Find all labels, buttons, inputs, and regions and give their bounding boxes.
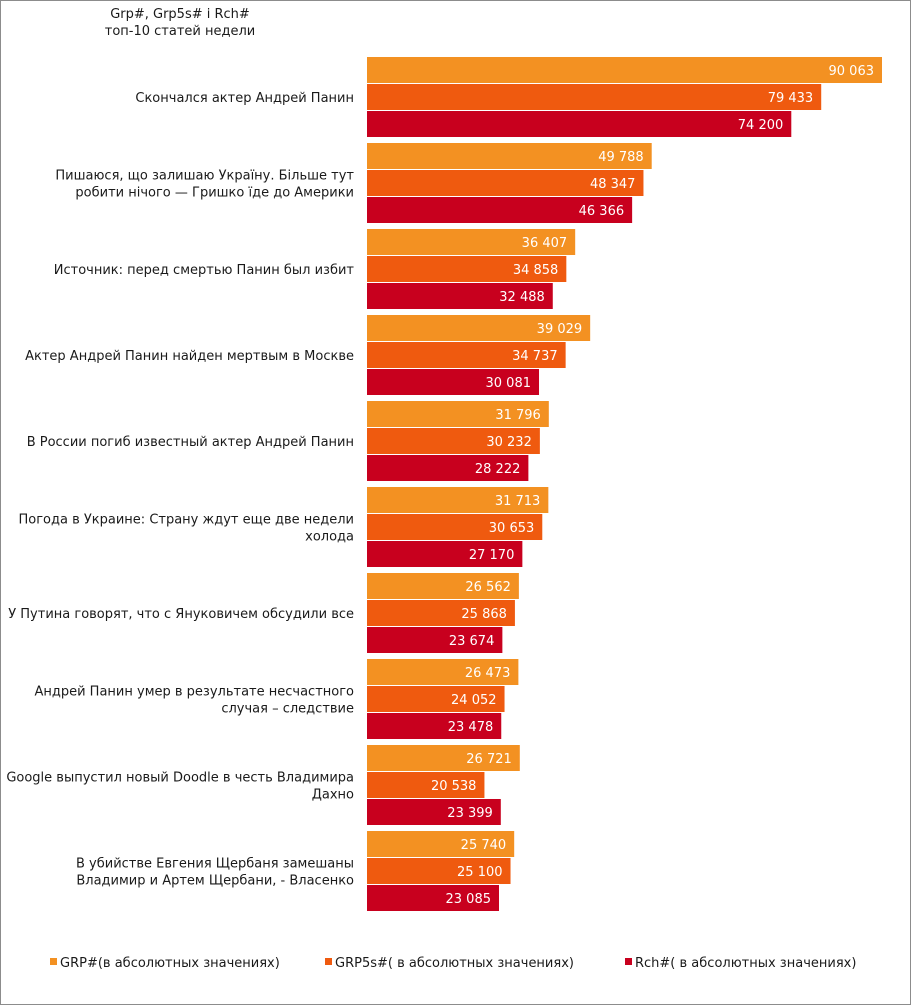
data-label: 25 868	[461, 607, 507, 622]
data-label: 49 788	[598, 150, 644, 165]
bar	[367, 487, 549, 513]
bar	[367, 713, 502, 739]
category-label: Google выпустил новый Doodle в честь Вла…	[6, 771, 354, 803]
data-label: 30 081	[486, 376, 532, 391]
bar	[367, 659, 519, 685]
data-label: 79 433	[768, 91, 814, 106]
bar	[367, 401, 549, 427]
bar	[367, 170, 644, 196]
legend-swatch	[50, 958, 57, 965]
data-label: 31 796	[495, 408, 541, 423]
bar	[367, 315, 591, 341]
bar	[367, 686, 505, 712]
bar	[367, 229, 576, 255]
data-label: 30 653	[489, 521, 535, 536]
data-label: 20 538	[431, 779, 477, 794]
category-label: Актер Андрей Панин найден мертвым в Моск…	[25, 349, 354, 364]
data-label: 90 063	[829, 64, 875, 79]
data-label: 34 858	[513, 263, 559, 278]
category-label: Источник: перед смертью Панин был избит	[54, 263, 355, 278]
data-label: 32 488	[499, 290, 545, 305]
bar	[367, 256, 567, 282]
data-label: 74 200	[738, 118, 784, 133]
data-label: 24 052	[451, 693, 497, 708]
data-label: 26 562	[465, 580, 511, 595]
legend-label: GRP#(в абсолютных значениях)	[60, 956, 280, 971]
category-label: Погода в Украине: Страну ждут еще две не…	[18, 513, 354, 545]
category-label: В убийстве Евгения Щербаня замешаны Влади…	[76, 857, 354, 889]
category-label: Андрей Панин умер в результате несчастно…	[34, 685, 354, 717]
data-label: 30 232	[486, 435, 532, 450]
bar	[367, 428, 540, 454]
legend-swatch	[325, 958, 332, 965]
bar	[367, 342, 566, 368]
chart-title: Grp#, Grp5s# і Rch#	[110, 7, 250, 22]
bar	[367, 831, 515, 857]
bar	[367, 111, 792, 137]
data-label: 28 222	[475, 462, 521, 477]
data-label: 23 674	[449, 634, 495, 649]
data-label: 39 029	[537, 322, 583, 337]
bar	[367, 627, 503, 653]
category-label: Скончался актер Андрей Панин	[135, 91, 354, 106]
chart-subtitle: топ-10 статей недели	[104, 24, 256, 39]
bar	[367, 799, 501, 825]
data-label: 25 740	[461, 838, 507, 853]
bar	[367, 57, 882, 83]
data-label: 31 713	[495, 494, 541, 509]
legend-label: GRP5s#( в абсолютных значениях)	[335, 956, 574, 971]
legend-swatch	[625, 958, 632, 965]
bar	[367, 541, 523, 567]
bar	[367, 885, 500, 911]
bar	[367, 84, 822, 110]
data-label: 23 085	[446, 892, 492, 907]
bar	[367, 197, 633, 223]
data-label: 23 399	[447, 806, 493, 821]
data-label: 34 737	[512, 349, 558, 364]
data-label: 48 347	[590, 177, 636, 192]
bar	[367, 283, 553, 309]
data-label: 26 473	[465, 666, 511, 681]
bar	[367, 600, 515, 626]
data-label: 27 170	[469, 548, 515, 563]
bar	[367, 573, 519, 599]
bar	[367, 455, 529, 481]
data-label: 46 366	[579, 204, 625, 219]
data-label: 26 721	[466, 752, 512, 767]
data-label: 36 407	[522, 236, 568, 251]
legend-label: Rch#( в абсолютных значениях)	[635, 956, 856, 971]
bar	[367, 143, 652, 169]
bar	[367, 745, 520, 771]
data-label: 23 478	[448, 720, 494, 735]
category-label: У Путина говорят, что с Януковичем обсуд…	[8, 607, 354, 622]
bar	[367, 858, 511, 884]
category-label: Пишаюся, що залишаю Україну. Більше тут р…	[55, 169, 354, 201]
bar	[367, 514, 543, 540]
data-label: 25 100	[457, 865, 503, 880]
bar	[367, 369, 540, 395]
bar	[367, 772, 485, 798]
category-label: В России погиб известный актер Андрей Па…	[27, 435, 354, 450]
